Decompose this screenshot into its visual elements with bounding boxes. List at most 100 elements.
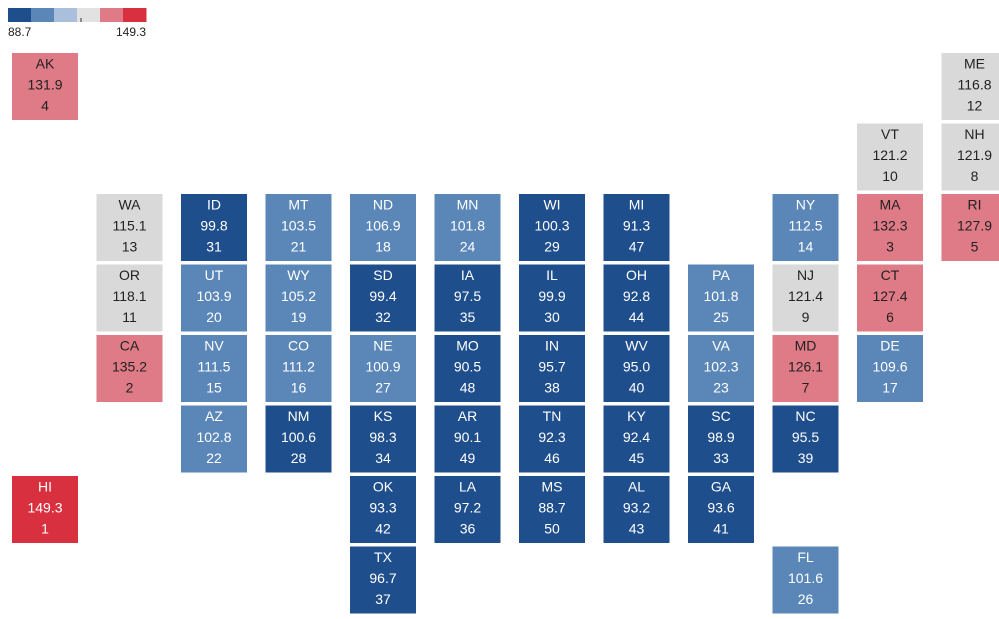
state-code: MS (542, 479, 563, 495)
state-code: LA (459, 479, 477, 495)
state-rank: 37 (375, 591, 391, 607)
state-code: AL (628, 479, 645, 495)
state-value: 100.6 (281, 429, 316, 445)
state-value: 121.4 (788, 288, 823, 304)
state-value: 95.0 (623, 359, 650, 375)
state-rank: 1 (41, 521, 49, 537)
state-value: 96.7 (369, 570, 396, 586)
state-code: NJ (797, 267, 814, 283)
state-rank: 48 (460, 380, 476, 396)
state-value: 97.2 (454, 500, 481, 516)
state-rank: 4 (41, 98, 49, 114)
state-rank: 7 (802, 380, 810, 396)
state-value: 100.3 (534, 218, 569, 234)
state-value: 116.8 (958, 77, 992, 93)
legend-swatch (31, 8, 55, 22)
state-code: DE (880, 338, 899, 354)
state-rank: 5 (971, 239, 979, 255)
state-value: 101.6 (788, 570, 823, 586)
state-value: 103.9 (196, 288, 231, 304)
state-rank: 20 (206, 309, 222, 325)
state-value: 102.8 (196, 429, 231, 445)
state-value: 112.5 (789, 218, 823, 234)
state-value: 121.9 (957, 147, 992, 163)
legend-swatch (100, 8, 124, 22)
state-rank: 47 (629, 239, 645, 255)
state-rank: 6 (886, 309, 894, 325)
state-rank: 43 (629, 521, 645, 537)
state-code: MO (456, 338, 479, 354)
state-code: MD (795, 338, 817, 354)
state-code: AR (458, 408, 477, 424)
state-rank: 45 (629, 450, 645, 466)
state-value: 99.4 (369, 288, 396, 304)
state-rank: 32 (375, 309, 391, 325)
state-value: 131.9 (27, 77, 62, 93)
state-rank: 27 (375, 380, 391, 396)
state-code: WY (287, 267, 310, 283)
state-code: AZ (205, 408, 223, 424)
state-code: MI (629, 197, 645, 213)
state-value: 95.7 (538, 359, 565, 375)
state-value: 102.3 (703, 359, 738, 375)
state-rank: 50 (544, 521, 560, 537)
state-code: NV (204, 338, 224, 354)
state-rank: 34 (375, 450, 391, 466)
legend-swatch (54, 8, 78, 22)
state-rank: 21 (291, 239, 307, 255)
state-value: 93.2 (623, 500, 650, 516)
state-rank: 2 (126, 380, 134, 396)
state-code: MT (288, 197, 309, 213)
state-code: NY (796, 197, 816, 213)
state-rank: 8 (971, 168, 979, 184)
state-value: 121.2 (872, 147, 907, 163)
state-value: 135.2 (112, 359, 147, 375)
state-code: HI (38, 479, 52, 495)
state-value: 111.5 (198, 359, 231, 375)
state-code: GA (711, 479, 732, 495)
state-value: 100.9 (365, 359, 400, 375)
state-value: 92.3 (538, 429, 565, 445)
state-rank: 10 (882, 168, 898, 184)
state-code: FL (797, 549, 814, 565)
state-rank: 35 (460, 309, 476, 325)
state-value: 127.9 (957, 218, 992, 234)
state-value: 91.3 (623, 218, 650, 234)
state-value: 132.3 (872, 218, 907, 234)
state-rank: 31 (206, 239, 222, 255)
state-code: CT (881, 267, 900, 283)
state-code: CO (288, 338, 309, 354)
state-value: 97.5 (454, 288, 481, 304)
state-code: KS (374, 408, 393, 424)
state-code: NE (373, 338, 392, 354)
state-value: 90.1 (454, 429, 481, 445)
state-rank: 33 (713, 450, 729, 466)
state-value: 103.5 (281, 218, 316, 234)
state-code: TN (543, 408, 562, 424)
state-rank: 26 (798, 591, 814, 607)
state-rank: 14 (798, 239, 814, 255)
state-value: 93.6 (707, 500, 734, 516)
state-rank: 11 (122, 309, 137, 325)
state-rank: 16 (291, 380, 307, 396)
state-code: KY (627, 408, 646, 424)
state-code: OK (373, 479, 394, 495)
state-code: CA (120, 338, 140, 354)
state-rank: 30 (544, 309, 560, 325)
state-code: ND (373, 197, 393, 213)
state-rank: 17 (882, 380, 898, 396)
state-rank: 36 (460, 521, 476, 537)
state-code: MN (457, 197, 479, 213)
state-value: 106.9 (365, 218, 400, 234)
state-value: 149.3 (27, 500, 62, 516)
state-code: IL (546, 267, 558, 283)
state-code: VA (712, 338, 730, 354)
state-code: SD (373, 267, 392, 283)
state-value: 90.5 (454, 359, 481, 375)
state-value: 115.1 (113, 218, 147, 234)
state-value: 127.4 (872, 288, 907, 304)
state-value: 95.5 (792, 429, 819, 445)
state-rank: 42 (375, 521, 391, 537)
state-rank: 25 (713, 309, 729, 325)
